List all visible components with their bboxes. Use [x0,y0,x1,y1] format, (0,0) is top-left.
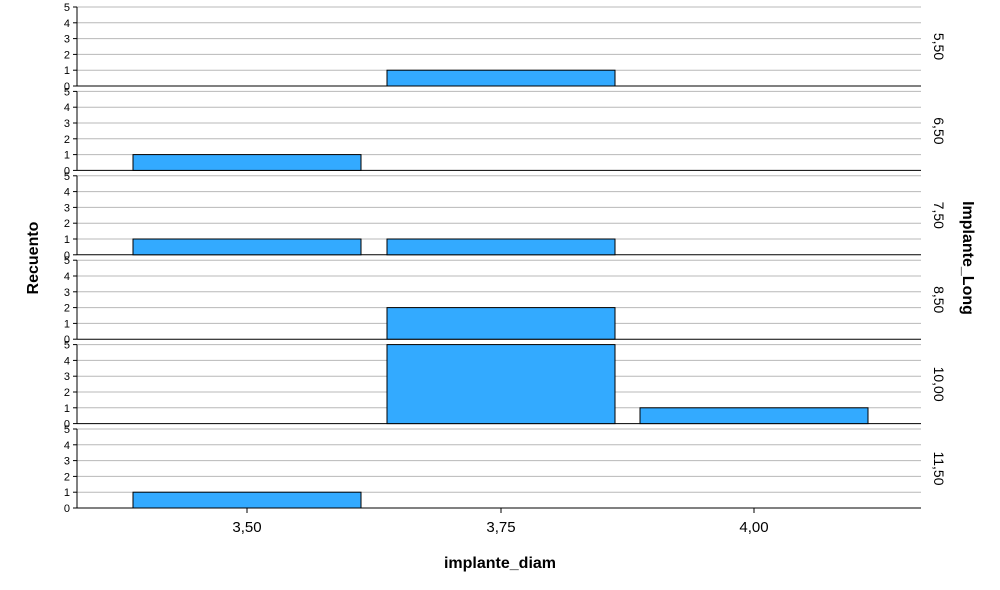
y-tick-label: 5 [64,255,70,267]
y-tick-label: 2 [64,49,70,61]
y-tick-label: 4 [64,102,70,114]
y-tick-label: 0 [64,165,70,177]
facet-label: 11,50 [931,452,947,486]
x-tick-label: 3,50 [232,519,261,536]
y-tick-label: 1 [64,234,70,246]
bar [386,238,616,256]
y-axis-title: Recuento [25,221,42,294]
panels-group: 0 1 2 3 4 5 5,50 0 1 2 3 4 5 6,50 0 1 2 3 4 5 7,50 0 1 2 3 4 5 8,50… [64,2,947,515]
y-tick-label: 1 [64,65,70,77]
y-tick-label: 1 [64,318,70,330]
bar [386,69,616,87]
panel-5-50: 0 1 2 3 4 5 5,50 [64,2,947,93]
bar [639,407,869,425]
panel-7-50: 0 1 2 3 4 5 7,50 [64,171,947,262]
bar [132,238,362,256]
x-axis: 3,50 3,75 4,00 [232,508,769,536]
x-tick-label: 4,00 [739,519,768,536]
y-tick-label: 1 [64,403,70,415]
y-tick-label: 3 [64,34,70,46]
y-tick-label: 2 [64,303,70,315]
facet-label: 5,50 [931,33,947,60]
facet-label: 10,00 [931,367,947,402]
facet-label: 8,50 [931,286,947,313]
y-tick-label: 4 [64,440,70,452]
y-tick-label: 0 [64,503,70,515]
y-tick-label: 4 [64,355,70,367]
y-tick-label: 3 [64,456,70,468]
y-tick-label: 4 [64,187,70,199]
panel-6-50: 0 1 2 3 4 5 6,50 [64,86,947,177]
bar [132,154,362,171]
y-tick-label: 5 [64,340,70,352]
y-tick-label: 3 [64,118,70,130]
y-tick-label: 0 [64,334,70,346]
bar [386,344,616,425]
x-tick-label: 3,75 [486,519,515,536]
y-tick-label: 2 [64,471,70,483]
y-tick-label: 5 [64,2,70,14]
y-tick-label: 1 [64,487,70,499]
y-tick-label: 3 [64,287,70,299]
y-tick-label: 0 [64,419,70,431]
y-tick-label: 2 [64,387,70,399]
panel-10-00: 0 1 2 3 4 5 10,00 [64,340,947,431]
x-axis-title: implante_diam [444,555,556,572]
y-tick-label: 0 [64,81,70,93]
facet-label: 6,50 [931,117,947,144]
y-tick-label: 1 [64,150,70,162]
y-tick-label: 3 [64,202,70,214]
bar [132,491,362,509]
y-tick-label: 4 [64,271,70,283]
y-tick-label: 3 [64,371,70,383]
panel-8-50: 0 1 2 3 4 5 8,50 [64,255,947,346]
facet-axis-title: Implante_Long [959,201,976,315]
y-tick-label: 5 [64,86,70,98]
y-tick-label: 5 [64,424,70,436]
y-tick-label: 2 [64,218,70,230]
facet-label: 7,50 [931,202,947,229]
y-tick-label: 0 [64,250,70,262]
panel-11-50: 0 1 2 3 4 5 11,50 [64,424,947,515]
y-tick-label: 2 [64,134,70,146]
y-tick-label: 4 [64,18,70,30]
y-tick-label: 5 [64,171,70,183]
bar [386,307,616,340]
